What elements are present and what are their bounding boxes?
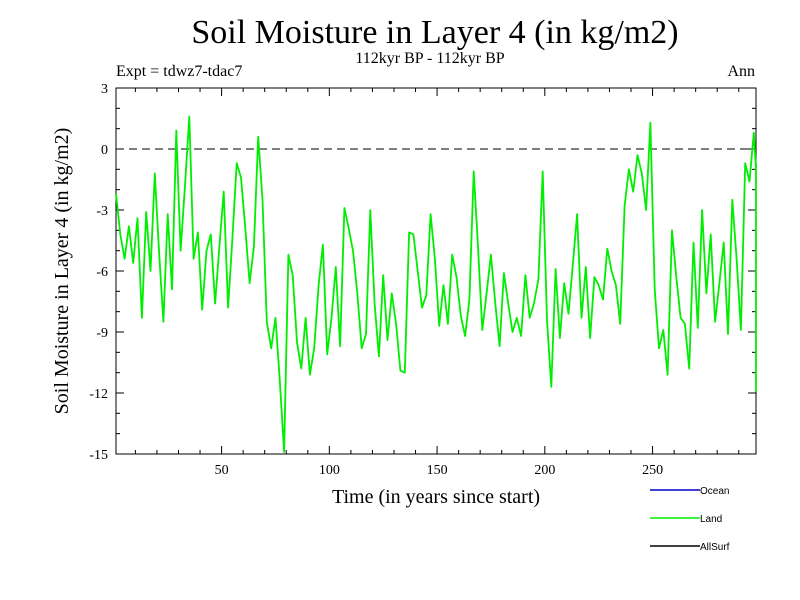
x-tick-labels: 50 100 150 200 250	[215, 463, 663, 478]
chart-subtitle: 112kyr BP - 112kyr BP	[355, 50, 505, 67]
y-tick-label: -9	[96, 326, 108, 341]
y-tick-label: -15	[89, 448, 108, 463]
season-label: Ann	[727, 63, 755, 80]
y-tick-label: 3	[101, 82, 108, 97]
legend-label-allsurf: AllSurf	[700, 542, 730, 553]
y-tick-labels: 3 0 -3 -6 -9 -12 -15	[89, 82, 108, 463]
legend: Ocean Land AllSurf	[650, 486, 730, 553]
x-tick-label: 150	[427, 463, 448, 478]
experiment-label: Expt = tdwz7-tdac7	[116, 63, 243, 80]
x-tick-label: 100	[319, 463, 340, 478]
legend-label-ocean: Ocean	[700, 486, 729, 497]
y-tick-label: -3	[96, 204, 108, 219]
y-axis-label: Soil Moisture in Layer 4 (in kg/m2)	[51, 128, 73, 415]
x-tick-label: 250	[642, 463, 663, 478]
y-tick-label: -12	[89, 387, 108, 402]
y-tick-label: -6	[96, 265, 108, 280]
x-tick-label: 50	[215, 463, 229, 478]
legend-label-land: Land	[700, 514, 722, 525]
x-axis-label: Time (in years since start)	[332, 486, 540, 508]
chart-title: Soil Moisture in Layer 4 (in kg/m2)	[191, 14, 679, 51]
series-line-land	[115, 115, 757, 453]
y-tick-label: 0	[101, 143, 108, 158]
x-tick-label: 200	[534, 463, 555, 478]
